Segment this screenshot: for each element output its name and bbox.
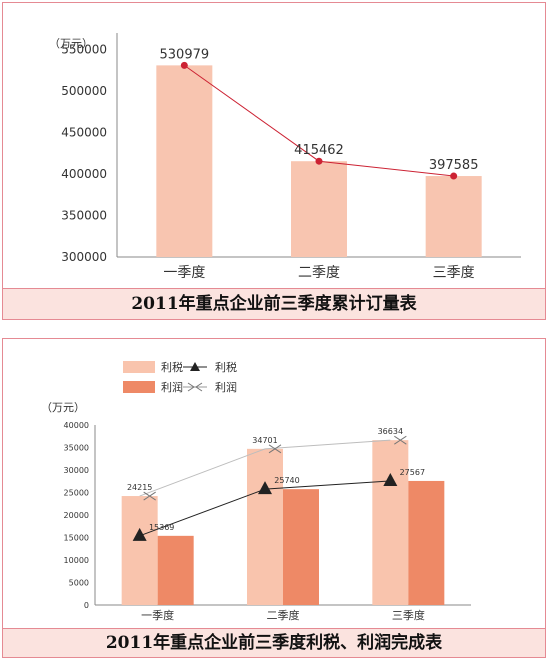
profit-data-label: 15369: [149, 523, 174, 532]
x-tick-label: 一季度: [163, 265, 205, 281]
y-tick-label: 25000: [64, 489, 89, 498]
trend-point: [450, 172, 458, 180]
y-tick-label: 300000: [61, 250, 107, 264]
legend-swatch-tax: [123, 361, 155, 373]
legend-label: 利税: [161, 360, 183, 374]
y-unit-label: （万元）: [41, 401, 85, 414]
y-tick-label: 10000: [64, 556, 89, 565]
x-tick-label: 三季度: [433, 265, 475, 281]
y-tick-label: 350000: [61, 209, 107, 223]
y-tick-label: 20000: [64, 511, 89, 520]
x-tick-label: 二季度: [298, 265, 340, 281]
tax-data-label: 36634: [378, 427, 403, 436]
x-tick-label: 一季度: [141, 608, 174, 622]
legend-triangle-icon: [190, 362, 200, 371]
y-tick-label: 550000: [61, 43, 107, 57]
data-label: 397585: [429, 158, 479, 173]
trend-point: [180, 61, 188, 69]
order-chart-panel: （万元） 550000 500000 450000 400000 350000 300000…: [2, 2, 546, 320]
bar-tax-3: [372, 440, 409, 605]
bar-tax-1: [121, 496, 158, 605]
legend-cross-icon: [187, 382, 203, 392]
order-chart: （万元）550000 500000 450000 400000 350000 300000…: [49, 33, 521, 281]
profit-data-label: 25740: [274, 476, 299, 485]
profit-marker: [132, 527, 147, 541]
y-unit-label: （万元）: [49, 37, 93, 50]
tax-marker: [394, 435, 407, 445]
profit-tax-chart-panel: 利税 利税利润 利润 （万元） 40000 35000 30000 25000 20000 150…: [2, 338, 546, 658]
profit-marker: [258, 481, 272, 495]
y-tick-label: 500000: [61, 84, 107, 98]
legend-label: 利税: [215, 360, 237, 374]
legend-label: 利润: [161, 380, 183, 394]
tax-data-label: 34701: [252, 436, 277, 445]
x-tick-label: 二季度: [267, 608, 300, 622]
bar-3: [425, 176, 482, 257]
profit-data-label: 27567: [400, 468, 425, 477]
y-tick-label: 400000: [61, 167, 107, 181]
bar-1: [156, 65, 213, 257]
y-tick-label: 15000: [64, 534, 89, 543]
y-tick-label: 450000: [61, 126, 107, 140]
y-tick-label: 30000: [64, 466, 89, 475]
trend-point: [315, 157, 323, 165]
legend-label: 利润: [215, 380, 237, 394]
x-tick-label: 三季度: [392, 608, 425, 622]
profit-tax-chart-title: 2011年重点企业前三季度利税、利润完成表: [3, 628, 545, 657]
y-tick-label: 5000: [69, 579, 89, 588]
bar-profit-2: [283, 489, 319, 605]
y-tick-label: 35000: [64, 444, 89, 453]
y-tick-label: 40000: [64, 421, 89, 430]
order-chart-title: 2011年重点企业前三季度累计订量表: [3, 288, 545, 319]
bar-tax-2: [247, 448, 283, 605]
tax-marker: [268, 444, 282, 454]
bar-2: [291, 161, 347, 257]
y-tick-label: 0: [84, 601, 89, 610]
tax-trend-line: [139, 439, 391, 497]
tax-marker: [143, 491, 156, 501]
bar-profit-3: [408, 480, 445, 605]
tax-data-label: 24215: [127, 483, 152, 492]
data-label: 415462: [294, 143, 344, 158]
data-label: 530979: [160, 47, 210, 62]
legend-swatch-profit: [123, 381, 155, 393]
bar-profit-1: [157, 535, 194, 605]
profit-marker: [383, 472, 398, 486]
